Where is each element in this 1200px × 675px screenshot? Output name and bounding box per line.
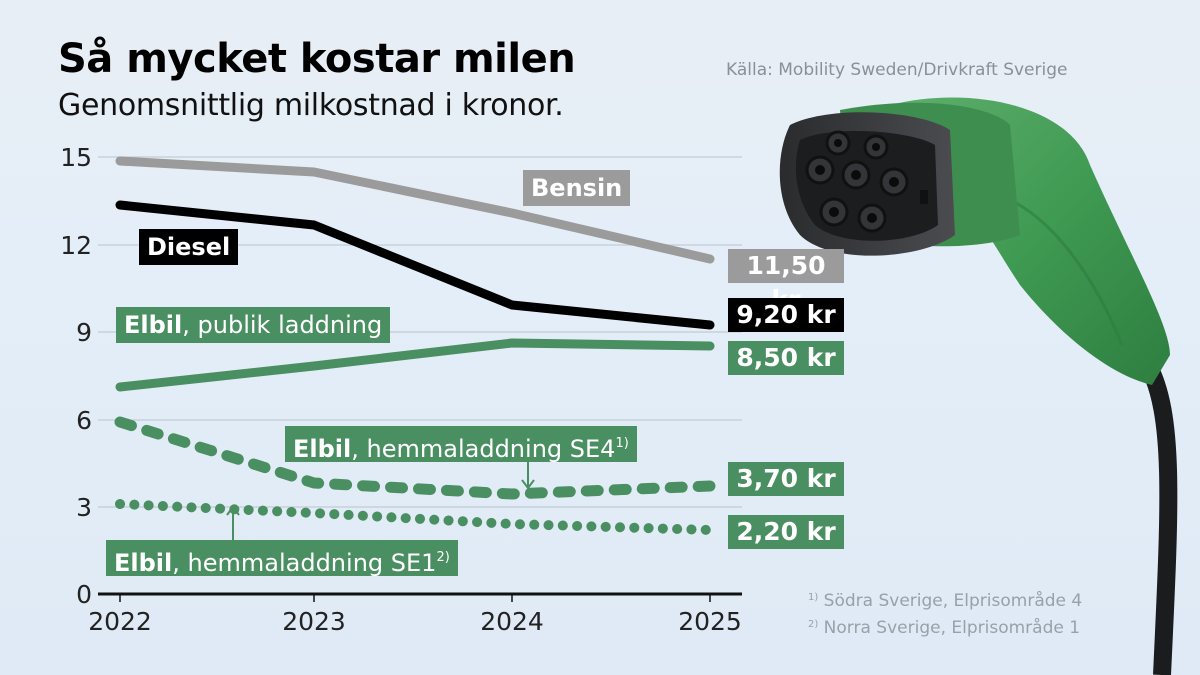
y-axis-labels: 15 12 9 6 3 0 <box>60 143 92 609</box>
chart-subtitle: Genomsnittlig milkostnad i kronor. <box>58 88 564 123</box>
label-elbil-se4: Elbil, hemmaladdning SE41) <box>285 426 637 463</box>
end-value-elbil-se4: 3,70 kr <box>728 462 844 496</box>
series-diesel-line <box>115 200 715 330</box>
x-tick-2024: 2024 <box>480 607 544 636</box>
y-tick-15: 15 <box>60 143 92 172</box>
series-elbil-publik-line <box>115 338 715 392</box>
x-tick-2022: 2022 <box>88 607 152 636</box>
label-elbil-se1: Elbil, hemmaladdning SE12) <box>106 540 458 577</box>
end-value-elbil-se1: 2,20 kr <box>728 515 844 549</box>
end-value-elbil-publik: 8,50 kr <box>728 341 844 375</box>
y-tick-0: 0 <box>76 580 92 609</box>
footnote-1: 1) Södra Sverige, Elprisområde 4 <box>808 591 1083 611</box>
end-value-diesel: 9,20 kr <box>728 298 844 332</box>
end-value-bensin: 11,50 kr <box>728 249 844 314</box>
annotation-arrows <box>226 458 535 540</box>
series-elbil-se1-line <box>115 499 715 535</box>
source-credit: Källa: Mobility Sweden/Drivkraft Sverige <box>726 60 1068 80</box>
x-tick-2023: 2023 <box>282 607 346 636</box>
x-axis-labels: 2022 2023 2024 2025 <box>88 607 742 636</box>
chart-title: Så mycket kostar milen <box>58 36 576 82</box>
series-elbil-se4-line <box>114 416 716 500</box>
footnote-2: 2) Norra Sverige, Elprisområde 1 <box>808 618 1081 638</box>
label-diesel: Diesel <box>139 229 239 265</box>
ev-charger-plug-icon <box>779 97 1178 675</box>
label-bensin: Bensin <box>523 170 631 206</box>
y-tick-3: 3 <box>76 493 92 522</box>
x-axis-ticks <box>119 594 711 602</box>
y-tick-12: 12 <box>60 231 92 260</box>
y-tick-6: 6 <box>76 406 92 435</box>
x-tick-2025: 2025 <box>678 607 742 636</box>
footnotes: 1) Södra Sverige, Elprisområde 4 2) Norr… <box>808 586 1082 640</box>
series-bensin-line <box>115 156 715 264</box>
line-chart: 15 12 9 6 3 0 2022 2023 2024 2025 <box>60 143 742 636</box>
label-elbil-publik: Elbil, publik laddning <box>116 307 391 343</box>
y-tick-9: 9 <box>76 318 92 347</box>
